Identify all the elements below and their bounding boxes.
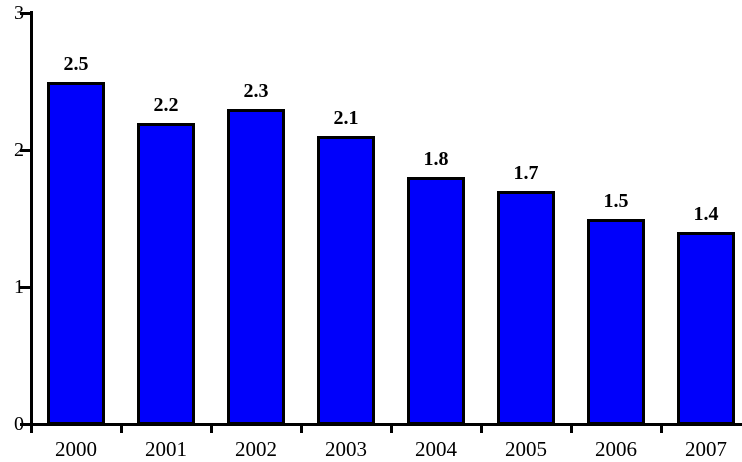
- x-tick-label: 2000: [55, 437, 97, 461]
- x-axis-tick: [660, 424, 663, 433]
- bar: [137, 123, 195, 425]
- x-axis-tick: [300, 424, 303, 433]
- x-axis-line: [30, 423, 742, 426]
- x-tick-label: 2004: [415, 437, 457, 461]
- x-tick-label: 2007: [685, 437, 727, 461]
- x-tick-label: 2006: [595, 437, 637, 461]
- x-tick-label: 2002: [235, 437, 277, 461]
- x-axis-tick: [390, 424, 393, 433]
- bar-value-label: 2.2: [153, 94, 179, 116]
- x-tick-label: 2001: [145, 437, 187, 461]
- bar-value-label: 2.5: [63, 53, 89, 75]
- bar-value-label: 1.7: [513, 162, 539, 184]
- x-axis-tick: [570, 424, 573, 433]
- y-tick-label: 3: [14, 2, 24, 24]
- bar-value-label: 1.8: [423, 148, 449, 170]
- y-axis-line: [30, 11, 33, 433]
- bar: [317, 136, 375, 425]
- bar-value-label: 1.4: [693, 203, 719, 225]
- bar: [407, 177, 465, 425]
- y-axis-tick: [20, 423, 30, 426]
- x-axis-tick: [120, 424, 123, 433]
- bar-value-label: 1.5: [603, 190, 629, 212]
- bar: [497, 191, 555, 425]
- x-axis-tick: [480, 424, 483, 433]
- y-axis-tick: [20, 12, 30, 15]
- y-tick-label: 0: [14, 413, 24, 435]
- y-axis-tick: [20, 286, 30, 289]
- y-tick-label: 2: [14, 139, 24, 161]
- bar: [587, 219, 645, 425]
- bar-value-label: 2.1: [333, 107, 359, 129]
- bar: [677, 232, 735, 425]
- y-axis-tick: [20, 149, 30, 152]
- bar: [47, 82, 105, 425]
- bar-value-label: 2.3: [243, 80, 269, 102]
- x-tick-label: 2005: [505, 437, 547, 461]
- x-axis-tick: [210, 424, 213, 433]
- y-tick-label: 1: [14, 276, 24, 298]
- bar: [227, 109, 285, 425]
- x-tick-label: 2003: [325, 437, 367, 461]
